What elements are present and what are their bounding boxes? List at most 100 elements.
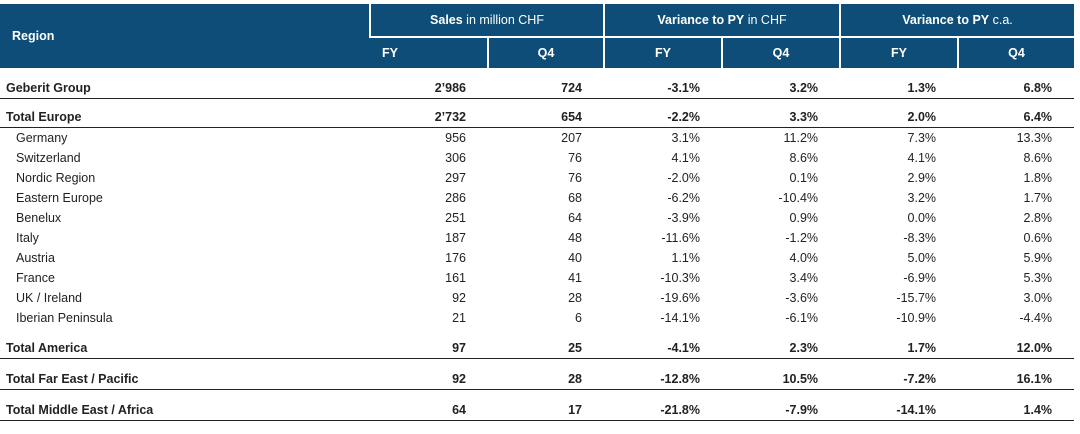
- variance-chf-q4-cell: 0.9%: [789, 211, 819, 225]
- variance-ca-fy-cell: 4.1%: [907, 151, 937, 165]
- subcol-header: Q4: [720, 36, 841, 68]
- spacer-row: [0, 359, 1074, 369]
- sales-by-region-table: Region Sales in million CHF Variance to …: [0, 4, 1075, 421]
- sales-fy-cell: 2’732: [370, 106, 488, 128]
- sales-fy-cell: 956: [445, 131, 466, 145]
- spacer-row: [0, 68, 1074, 77]
- region-name: Eastern Europe: [16, 191, 103, 205]
- variance-ca-q4-cell: 2.8%: [1023, 211, 1053, 225]
- region-name: UK / Ireland: [16, 291, 83, 305]
- sales-fy-cell: 176: [445, 251, 466, 265]
- variance-ca-fy-cell: -15.7%: [896, 291, 937, 305]
- variance-chf-fy-cell: -12.8%: [604, 368, 722, 390]
- variance-ca-fy-cell: 7.3%: [907, 131, 937, 145]
- spacer-cell: [0, 359, 1074, 369]
- region-name: Switzerland: [16, 151, 81, 165]
- variance-ca-q4-cell: 5.3%: [1023, 271, 1053, 285]
- variance-chf-group-header: Variance to PY in CHF: [602, 4, 841, 37]
- region-name: Nordic Region: [16, 171, 96, 185]
- variance-ca-fy-cell: -6.9%: [903, 271, 937, 285]
- variance-chf-fy-cell: -2.2%: [604, 106, 722, 128]
- sales-q4-cell: 48: [568, 231, 582, 245]
- country-row: Eastern Europe 286 68 -6.2% -10.4% 3.2% 1.7%: [0, 188, 1074, 208]
- sales-q4-cell: 68: [568, 191, 582, 205]
- region-name: Italy: [16, 231, 39, 245]
- variance-chf-q4-cell: 3.4%: [789, 271, 819, 285]
- sales-fy-cell: 306: [445, 151, 466, 165]
- variance-chf-q4-cell: 2.3%: [722, 337, 841, 359]
- country-row: Austria 176 40 1.1% 4.0% 5.0% 5.9%: [0, 248, 1074, 268]
- sales-fy-cell: 161: [445, 271, 466, 285]
- variance-ca-q4-cell: -4.4%: [1019, 311, 1053, 325]
- sales-q4-cell: 17: [488, 399, 604, 421]
- variance-chf-fy-cell: -3.1%: [604, 77, 722, 99]
- variance-ca-fy-cell: -7.2%: [840, 368, 959, 390]
- spacer-cell: [0, 99, 1074, 107]
- variance-ca-q4-cell: 8.6%: [1023, 151, 1053, 165]
- country-row: Switzerland 306 76 4.1% 8.6% 4.1% 8.6%: [0, 148, 1074, 168]
- sales-q4-cell: 76: [568, 151, 582, 165]
- spacer-cell: [0, 328, 1074, 337]
- spacer-row: [0, 328, 1074, 337]
- variance-ca-q4-cell: 6.8%: [958, 77, 1075, 99]
- variance-ca-fy-cell: -14.1%: [840, 399, 959, 421]
- sales-q4-cell: 6: [575, 311, 582, 325]
- country-row: UK / Ireland 92 28 -19.6% -3.6% -15.7% 3.0%: [0, 288, 1074, 308]
- variance-chf-q4-cell: 11.2%: [783, 131, 819, 145]
- variance-ca-fy-cell: 2.9%: [907, 171, 937, 185]
- sales-fy-cell: 187: [445, 231, 466, 245]
- variance-ca-q4-cell: 16.1%: [958, 368, 1075, 390]
- variance-chf-fy-cell: -21.8%: [604, 399, 722, 421]
- total-row: Total Europe 2’732 654 -2.2% 3.3% 2.0% 6.4%: [0, 106, 1075, 128]
- subcol-header: Q4: [487, 36, 604, 68]
- variance-ca-q4-cell: 1.8%: [1023, 171, 1053, 185]
- sales-fy-cell: 97: [370, 337, 488, 359]
- country-row: Iberian Peninsula 21 6 -14.1% -6.1% -10.9% -4.…: [0, 308, 1074, 328]
- country-row: France 161 41 -10.3% 3.4% -6.9% 5.3%: [0, 268, 1074, 288]
- variance-ca-fy-cell: -10.9%: [896, 311, 937, 325]
- sales-fy-cell: 92: [452, 291, 466, 305]
- sales-q4-cell: 207: [561, 131, 582, 145]
- subcol-header: FY: [839, 36, 959, 68]
- variance-chf-q4-cell: 3.3%: [722, 106, 841, 128]
- sales-fy-cell: 2’986: [370, 77, 488, 99]
- variance-ca-q4-cell: 6.4%: [958, 106, 1075, 128]
- variance-chf-q4-cell: 10.5%: [722, 368, 841, 390]
- variance-ca-q4-cell: 5.9%: [1023, 251, 1053, 265]
- variance-chf-q4-cell: -6.1%: [785, 311, 819, 325]
- sales-fy-cell: 251: [445, 211, 466, 225]
- spacer-row: [0, 390, 1074, 400]
- subcol-header: Q4: [957, 36, 1075, 68]
- region-name: France: [16, 271, 55, 285]
- variance-chf-q4-cell: -7.9%: [722, 399, 841, 421]
- variance-chf-fy-cell: -6.2%: [667, 191, 700, 205]
- variance-ca-q4-cell: 12.0%: [958, 337, 1075, 359]
- variance-chf-q4-cell: 8.6%: [789, 151, 819, 165]
- country-row: Nordic Region 297 76 -2.0% 0.1% 2.9% 1.8%: [0, 168, 1074, 188]
- variance-chf-fy-cell: -3.9%: [667, 211, 700, 225]
- total-row: Total Middle East / Africa 64 17 -21.8% -7.9…: [0, 399, 1075, 421]
- variance-ca-q4-cell: 13.3%: [1016, 131, 1053, 145]
- country-row: Italy 187 48 -11.6% -1.2% -8.3% 0.6%: [0, 228, 1074, 248]
- variance-ca-fy-cell: 5.0%: [907, 251, 937, 265]
- variance-ca-q4-cell: 1.4%: [958, 399, 1075, 421]
- subcol-header: FY: [603, 36, 722, 68]
- region-name: Germany: [16, 131, 68, 145]
- spacer-cell: [0, 68, 1074, 77]
- sales-fy-cell: 297: [445, 171, 466, 185]
- sales-fy-cell: 64: [370, 399, 488, 421]
- region-name: Total Middle East / Africa: [0, 399, 370, 421]
- region-name: Iberian Peninsula: [16, 311, 113, 325]
- variance-ca-fy-cell: 2.0%: [840, 106, 959, 128]
- country-row: Benelux 251 64 -3.9% 0.9% 0.0% 2.8%: [0, 208, 1074, 228]
- variance-chf-q4-cell: -1.2%: [785, 231, 819, 245]
- region-name: Geberit Group: [0, 77, 370, 99]
- region-name: Total America: [0, 337, 370, 359]
- sales-q4-cell: 28: [568, 291, 582, 305]
- variance-ca-q4-cell: 1.7%: [1023, 191, 1053, 205]
- variance-chf-q4-cell: 3.2%: [722, 77, 841, 99]
- total-row: Geberit Group 2’986 724 -3.1% 3.2% 1.3% 6.8%: [0, 77, 1075, 99]
- sales-q4-cell: 41: [568, 271, 582, 285]
- variance-chf-fy-cell: -4.1%: [604, 337, 722, 359]
